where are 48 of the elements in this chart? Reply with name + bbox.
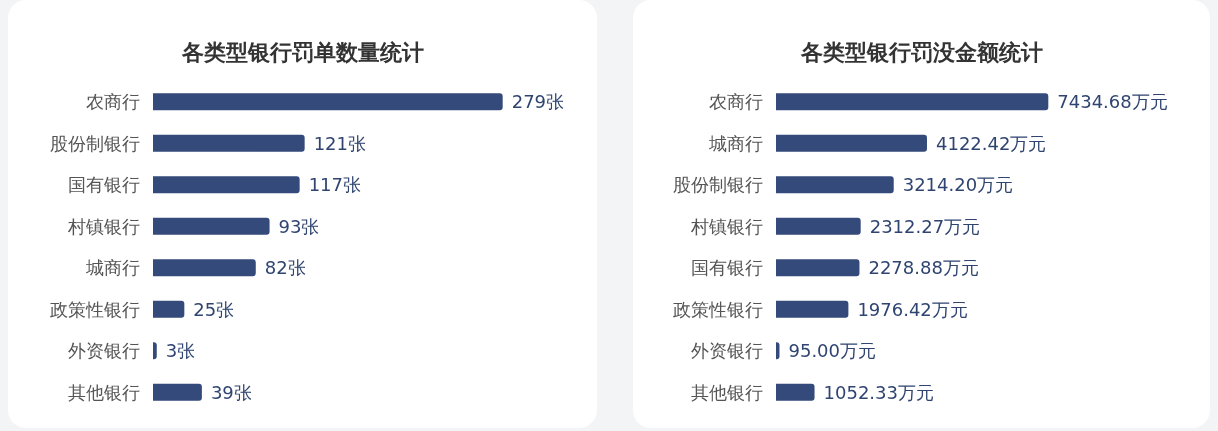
- data-label: 4122.42万元: [935, 132, 1047, 154]
- bar: [153, 259, 256, 277]
- data-label: 3214.20万元: [902, 174, 1014, 196]
- y-tick-label: 政策性银行: [673, 298, 763, 320]
- bar: [776, 383, 815, 401]
- data-label: 121张: [313, 132, 367, 154]
- y-tick-label: 国有银行: [68, 174, 140, 196]
- y-tick-label: 村镇银行: [690, 215, 763, 237]
- data-label: 25张: [193, 298, 235, 320]
- data-label: 93张: [278, 215, 320, 237]
- y-tick-label: 股份制银行: [673, 174, 763, 196]
- data-label: 1976.42万元: [857, 298, 968, 320]
- data-label: 39张: [210, 381, 252, 403]
- y-tick-label: 政策性银行: [50, 298, 140, 320]
- data-label: 95.00万元: [788, 340, 877, 362]
- chart-title: 各类型银行罚单数量统计: [180, 39, 424, 65]
- bar: [153, 176, 300, 194]
- y-tick-label: 农商行: [86, 91, 140, 113]
- bar: [776, 259, 860, 277]
- bar: [776, 134, 927, 152]
- data-label: 3张: [165, 340, 196, 362]
- bar: [153, 217, 270, 235]
- bar: [153, 383, 202, 401]
- y-tick-label: 村镇银行: [67, 215, 140, 237]
- y-tick-label: 其他银行: [68, 381, 140, 403]
- y-tick-label: 外资银行: [691, 340, 763, 362]
- y-tick-label: 城商行: [708, 132, 763, 154]
- bar: [153, 134, 305, 152]
- bar: [153, 93, 503, 111]
- y-tick-label: 城商行: [85, 257, 140, 279]
- data-label: 1052.33万元: [823, 381, 934, 403]
- y-tick-label: 股份制银行: [50, 132, 140, 154]
- y-tick-label: 国有银行: [691, 257, 763, 279]
- chart-title: 各类型银行罚没金额统计: [799, 39, 1043, 65]
- y-tick-label: 其他银行: [691, 381, 763, 403]
- bar: [776, 93, 1049, 111]
- bar: [153, 300, 185, 318]
- y-tick-label: 外资银行: [68, 340, 140, 362]
- bar: [776, 217, 861, 235]
- data-label: 7434.68万元: [1057, 91, 1168, 113]
- data-label: 2312.27万元: [869, 215, 981, 237]
- data-label: 117张: [308, 174, 361, 196]
- data-label: 279张: [511, 91, 565, 113]
- bar: [776, 300, 849, 318]
- y-tick-label: 农商行: [709, 91, 763, 113]
- data-label: 2278.88万元: [868, 257, 979, 279]
- bar: [776, 176, 894, 194]
- data-label: 82张: [264, 257, 306, 279]
